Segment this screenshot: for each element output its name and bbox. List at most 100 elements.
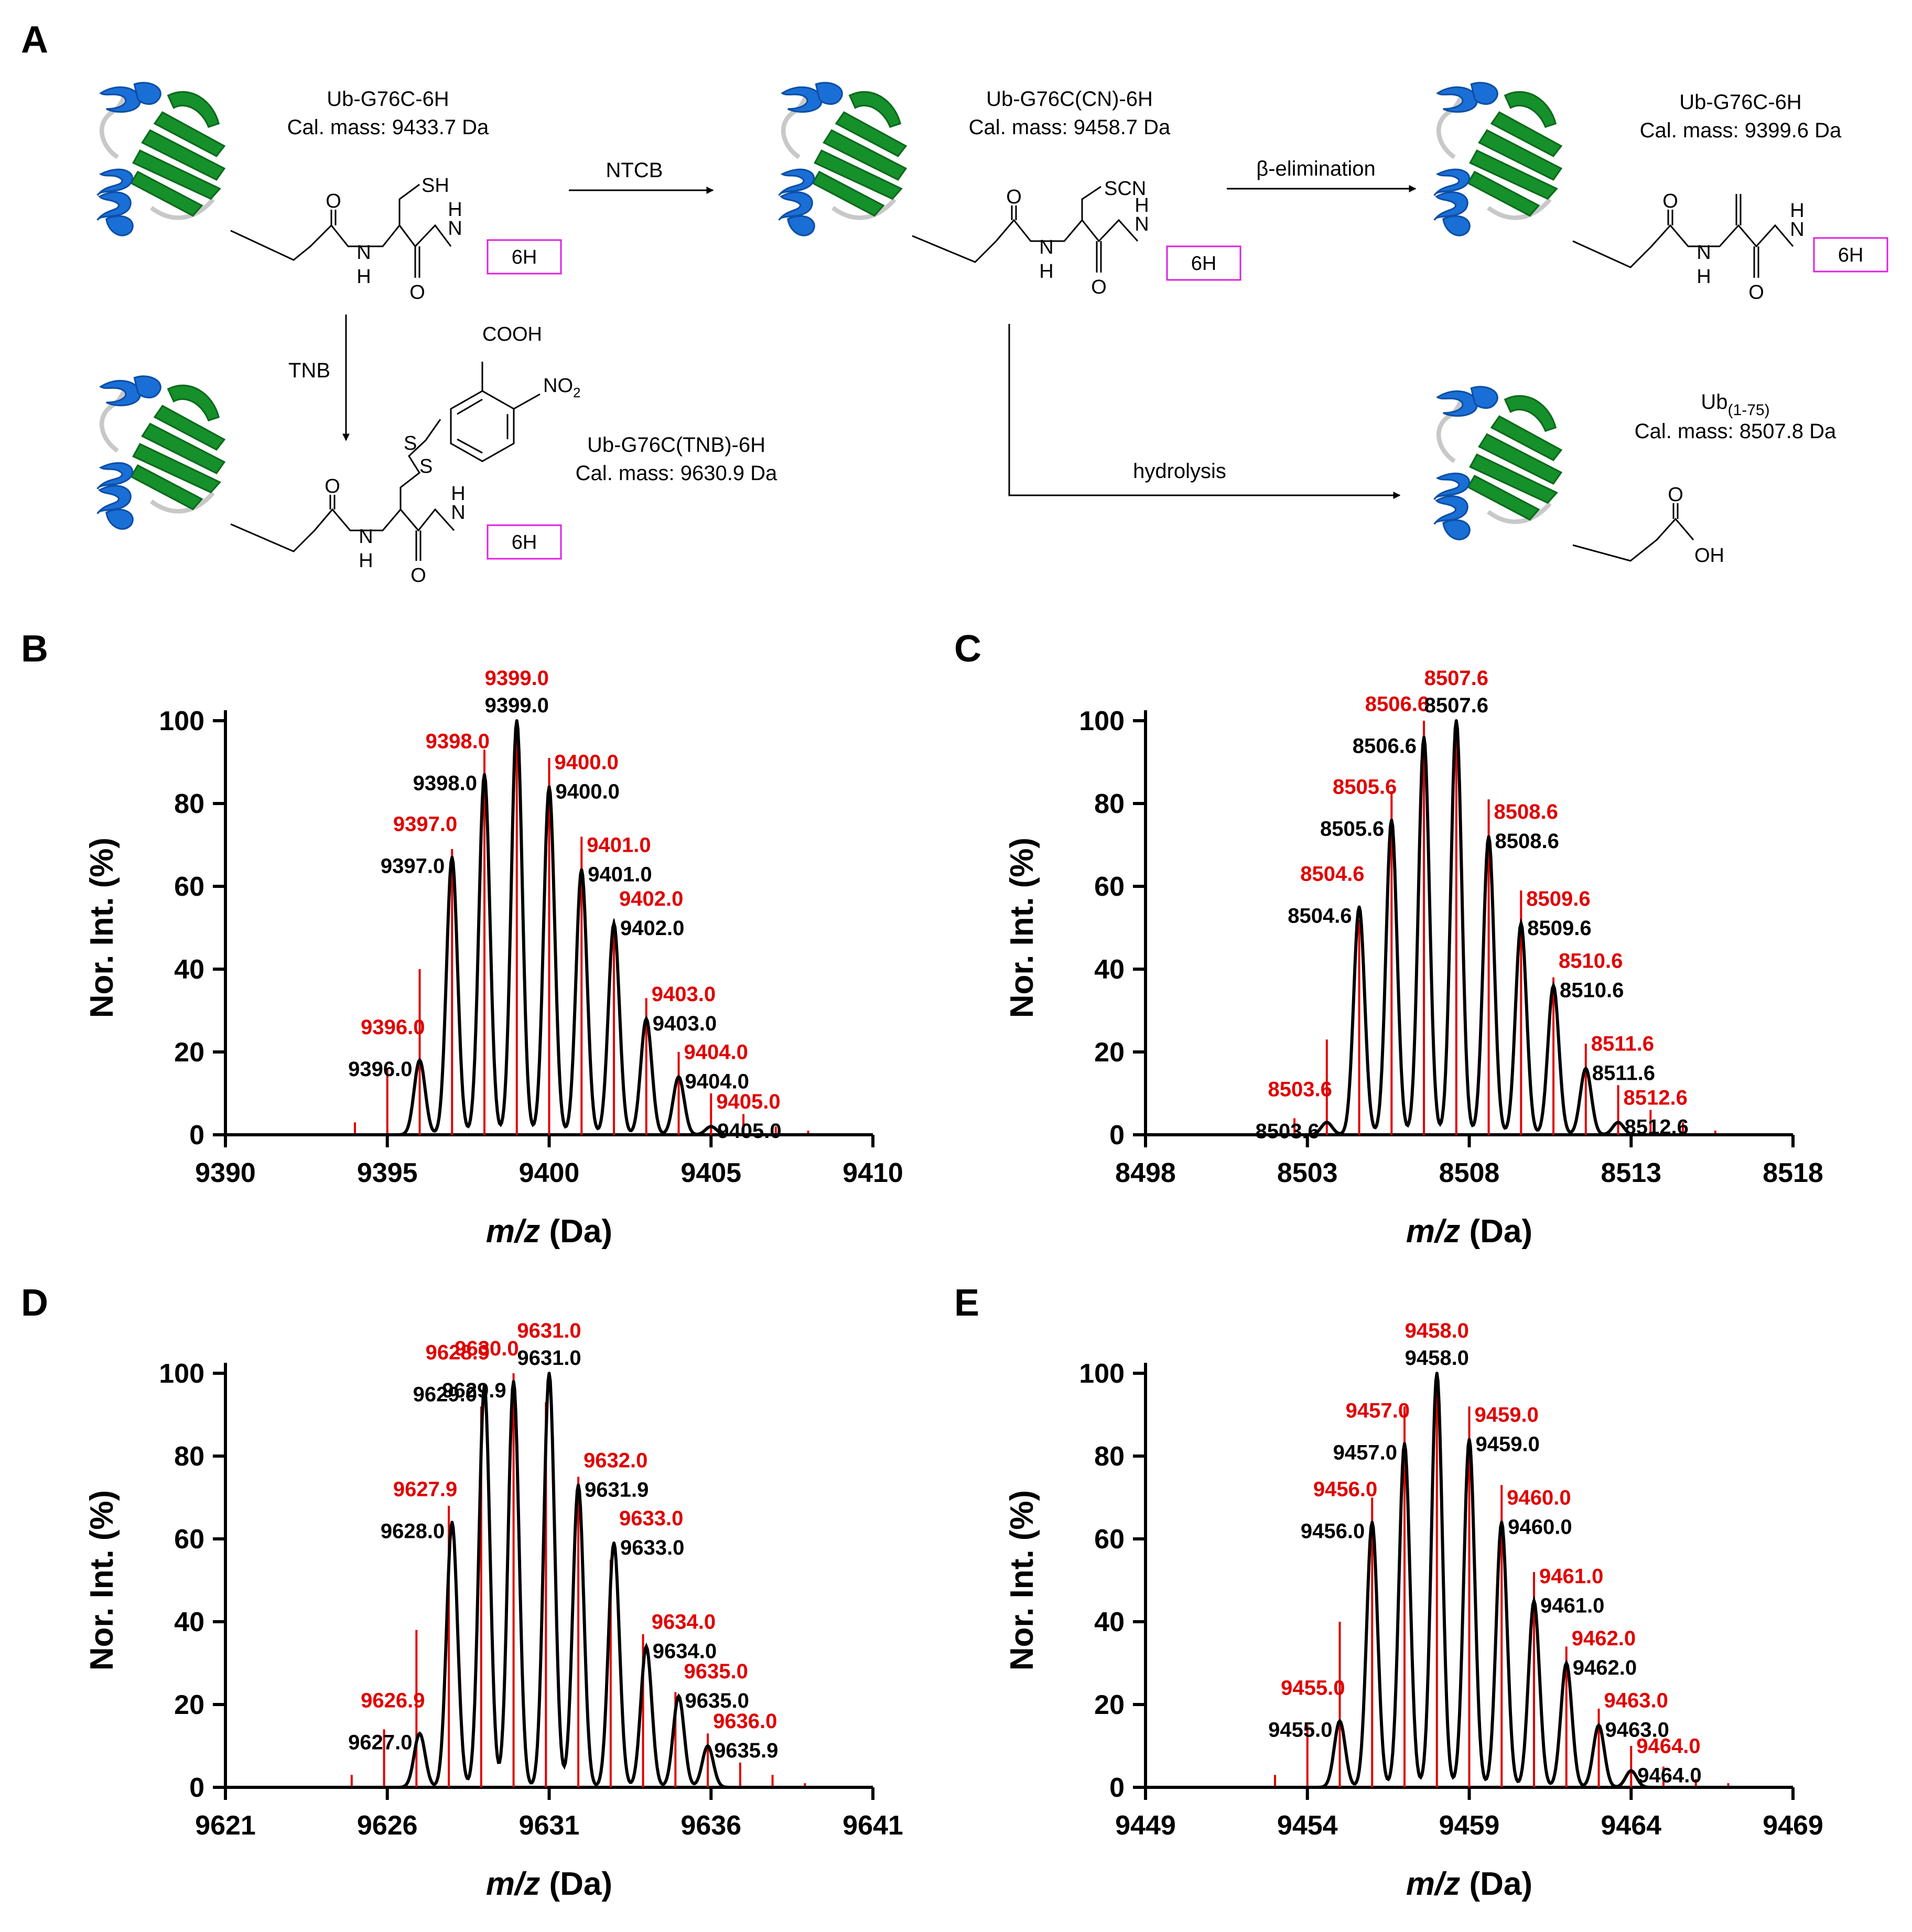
theoretical-peak-label: 9455.0	[1281, 1677, 1345, 1700]
measured-peak-label: 9629.0	[413, 1383, 477, 1406]
x-tick-label: 9390	[195, 1158, 256, 1188]
measured-peak-label: 9398.0	[413, 772, 477, 795]
measured-peak-label: 8510.6	[1560, 979, 1624, 1002]
y-tick-label: 40	[174, 954, 204, 985]
y-tick-label: 0	[189, 1773, 204, 1803]
chart-panel-c: 8498 8503 8508 8513 8518 0 20 40 60 80 100 m/z (Da)…	[1004, 667, 1823, 1250]
carbonyl-o: O	[1662, 190, 1678, 212]
thiocyanate-group: SCN	[1104, 178, 1146, 200]
his-tag-box	[487, 524, 562, 560]
carbonyl-o: O	[1006, 186, 1022, 208]
amide-n: N	[1697, 242, 1711, 264]
y-tick-label: 0	[1109, 1120, 1125, 1150]
chart-panel-b: 9390 9395 9400 9405 9410 0 20 40 60 80 100 m/z (Da)…	[84, 667, 903, 1250]
carboxyl-group: COOH	[482, 323, 542, 345]
compound-mass: Cal. mass: 9458.7 Da	[969, 116, 1171, 139]
measured-peak-point	[1629, 1769, 1633, 1773]
y-tick-label: 60	[174, 872, 204, 902]
compound-mass: Cal. mass: 9433.7 Da	[287, 116, 489, 139]
panel-letter-b: B	[21, 628, 48, 670]
measured-peak-point	[483, 773, 486, 776]
amide-h: H	[1790, 200, 1804, 222]
theoretical-peak-label: 9396.0	[361, 1016, 425, 1039]
theoretical-peak-label: 9627.9	[393, 1478, 457, 1501]
theoretical-peak-label: 8508.6	[1494, 800, 1558, 823]
y-tick-label: 80	[174, 789, 204, 819]
measured-peak-label: 9455.0	[1268, 1719, 1332, 1742]
amide-h: H	[359, 550, 373, 572]
his-tag-label: 6H	[512, 531, 537, 553]
measured-peak-label: 9401.0	[588, 863, 652, 886]
arrow-label-tnb: TNB	[288, 359, 330, 382]
measured-peak-label: 9634.0	[653, 1640, 717, 1663]
x-tick-label: 8508	[1439, 1158, 1500, 1188]
compound-name: Ub-G76C(CN)-6H	[986, 88, 1153, 111]
his-tag-box	[1166, 245, 1241, 281]
y-tick-label: 80	[1094, 789, 1125, 819]
nitro-group: NO2	[543, 375, 580, 400]
carbonyl-o: O	[1091, 276, 1107, 298]
measured-peak-label: 8507.6	[1424, 694, 1488, 717]
ubiquitin-ribbon-icon	[98, 83, 224, 235]
carbonyl-o: O	[326, 190, 341, 212]
x-tick-label: 9454	[1277, 1810, 1338, 1841]
side-chain-bond	[398, 183, 420, 225]
y-axis-title: Nor. Int. (%)	[1004, 1490, 1040, 1670]
reaction-arrows: NTCB β-elimination TNB hydrolysis	[288, 157, 1417, 499]
backbone-bond	[912, 219, 1139, 263]
sulfur-atom: S	[404, 432, 417, 454]
theoretical-peak-label: 9401.0	[587, 833, 651, 856]
arrow-label-ntcb: NTCB	[606, 159, 663, 182]
benzene-ring	[450, 390, 515, 462]
measured-peak-label: 9458.0	[1405, 1347, 1469, 1370]
y-axis-title: Nor. Int. (%)	[84, 838, 120, 1018]
x-tick-label: 9631	[519, 1810, 580, 1841]
measured-peak-label: 8503.6	[1255, 1120, 1319, 1143]
backbone-bond	[1572, 517, 1694, 562]
compound-name: Ub-G76C-6H	[1679, 91, 1801, 114]
x-tick-label: 9636	[680, 1810, 741, 1841]
amide-h: H	[451, 483, 465, 505]
amide-n: N	[1039, 236, 1053, 258]
y-axis-title: Nor. Int. (%)	[84, 1490, 120, 1670]
y-tick-label: 80	[1094, 1441, 1125, 1472]
carbonyl-o: O	[325, 475, 340, 497]
amide-n: N	[451, 502, 465, 524]
measured-peak-label: 9633.0	[620, 1536, 684, 1559]
theoretical-peak-label: 9462.0	[1572, 1627, 1636, 1650]
measured-peak-label: 9629.9	[442, 1379, 506, 1402]
x-axis-title: m/z (Da)	[1406, 1866, 1532, 1902]
theoretical-peak-label: 9461.0	[1539, 1565, 1603, 1588]
measured-peak-label: 8504.6	[1288, 905, 1352, 928]
measured-peak-label: 9461.0	[1540, 1594, 1604, 1618]
measured-peak-point	[706, 1744, 710, 1748]
x-tick-label: 9626	[357, 1810, 418, 1841]
ubiquitin-ribbon-icon	[1434, 387, 1561, 539]
x-tick-label: 8498	[1115, 1158, 1176, 1188]
theoretical-peak-label: 9630.0	[455, 1337, 518, 1360]
y-tick-label: 40	[1094, 954, 1125, 985]
x-tick-label: 9469	[1763, 1810, 1823, 1841]
measured-peak-point	[547, 785, 551, 789]
y-tick-label: 60	[174, 1524, 204, 1555]
his-tag-box	[1813, 237, 1888, 273]
compound-ub-g76c-6h: Ub-G76C-6H Cal. mass: 9433.7 Da O O N H …	[98, 83, 562, 303]
measured-peak-point	[1370, 1521, 1374, 1524]
panel-letter-d: D	[21, 1282, 48, 1324]
measured-peak-point	[515, 719, 518, 722]
theoretical-peak-label: 9463.0	[1604, 1689, 1668, 1712]
amide-n: N	[359, 526, 373, 548]
x-tick-label: 9459	[1439, 1810, 1500, 1841]
measured-peak-point	[644, 1017, 648, 1021]
y-tick-label: 20	[1094, 1690, 1125, 1720]
measured-peak-point	[1564, 1662, 1568, 1665]
measured-peak-point	[418, 1058, 422, 1062]
measured-peak-point	[483, 1384, 486, 1387]
measured-peak-point	[612, 1541, 615, 1545]
theoretical-peak-label: 9626.9	[361, 1689, 425, 1712]
theoretical-peak-label: 9635.0	[684, 1660, 748, 1683]
measured-peak-point	[1338, 1719, 1342, 1723]
theoretical-peak-label: 8510.6	[1559, 950, 1623, 973]
measured-peak-label: 9456.0	[1301, 1519, 1365, 1543]
x-tick-label: 8513	[1601, 1158, 1661, 1188]
